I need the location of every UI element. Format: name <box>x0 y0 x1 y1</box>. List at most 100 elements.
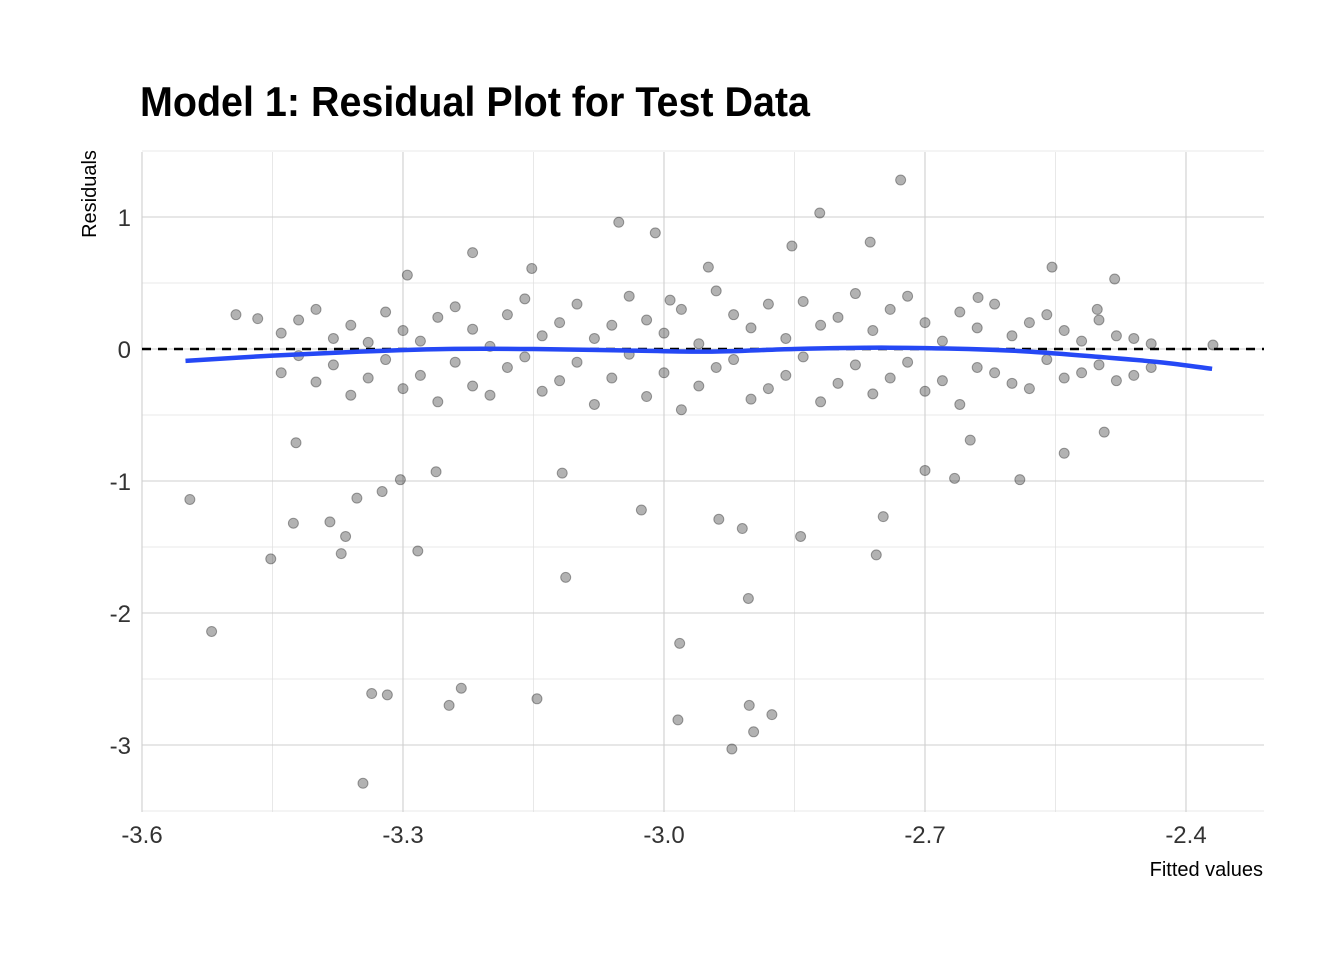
data-point <box>606 319 618 331</box>
data-point <box>430 466 442 478</box>
data-point <box>795 530 807 542</box>
data-point <box>884 303 896 315</box>
data-point <box>1076 335 1088 347</box>
data-point <box>919 317 931 329</box>
data-point <box>613 216 625 228</box>
data-point <box>324 516 336 528</box>
data-point <box>919 385 931 397</box>
data-point <box>1058 325 1070 337</box>
data-point <box>736 523 748 535</box>
data-point <box>519 351 531 363</box>
data-point <box>964 434 976 446</box>
data-point <box>902 356 914 368</box>
x-tick-label: -2.4 <box>1165 822 1206 849</box>
data-point <box>1145 338 1157 350</box>
data-point <box>449 356 461 368</box>
data-point <box>972 292 984 304</box>
data-point <box>184 493 196 505</box>
data-point <box>1006 377 1018 389</box>
data-point <box>394 474 406 486</box>
data-point <box>766 709 778 721</box>
y-tick-label: -1 <box>110 469 131 496</box>
data-point <box>745 322 757 334</box>
data-point <box>401 269 413 281</box>
data-point <box>849 359 861 371</box>
data-point <box>1145 361 1157 373</box>
data-point <box>380 306 392 318</box>
data-point <box>710 361 722 373</box>
data-point <box>397 383 409 395</box>
data-point <box>414 335 426 347</box>
data-point <box>230 309 242 321</box>
data-point <box>310 376 322 388</box>
scatter-points <box>184 174 1219 789</box>
data-point <box>641 314 653 326</box>
data-point <box>864 236 876 248</box>
data-point <box>484 389 496 401</box>
data-point <box>1091 303 1103 315</box>
data-point <box>728 354 740 366</box>
data-point <box>467 323 479 335</box>
smooth-trend-line <box>185 345 1213 372</box>
data-point <box>728 309 740 321</box>
data-point <box>554 317 566 329</box>
data-point <box>340 530 352 542</box>
data-point <box>710 285 722 297</box>
data-point <box>649 227 661 239</box>
data-point <box>531 693 543 705</box>
data-point <box>870 549 882 561</box>
data-point <box>989 298 1001 310</box>
data-point <box>658 327 670 339</box>
data-point <box>786 240 798 252</box>
data-point <box>345 319 357 331</box>
data-point <box>902 290 914 302</box>
data-point <box>536 330 548 342</box>
data-point <box>1006 330 1018 342</box>
data-point <box>536 385 548 397</box>
data-point <box>501 361 513 373</box>
data-point <box>743 699 755 711</box>
y-tick-label: 0 <box>118 337 131 364</box>
y-axis-ticks: 1 0 -1 -2 -3 <box>110 205 131 760</box>
x-axis-ticks: -3.6 -3.3 -3.0 -2.7 -2.4 <box>121 822 1206 849</box>
data-point <box>265 553 277 565</box>
data-point <box>327 359 339 371</box>
data-point <box>362 372 374 384</box>
data-point <box>919 464 931 476</box>
data-point <box>936 375 948 387</box>
data-point <box>345 389 357 401</box>
data-point <box>814 207 826 219</box>
data-point <box>748 726 760 738</box>
data-point <box>357 777 369 789</box>
x-tick-label: -3.6 <box>121 822 162 849</box>
data-point <box>432 396 444 408</box>
data-point <box>780 332 792 344</box>
data-point <box>287 517 299 529</box>
data-point <box>351 492 363 504</box>
data-point <box>380 354 392 366</box>
data-point <box>702 261 714 273</box>
data-point <box>797 295 809 307</box>
x-tick-label: -2.7 <box>904 822 945 849</box>
data-point <box>675 404 687 416</box>
data-point <box>1076 367 1088 379</box>
data-point <box>1046 261 1058 273</box>
data-point <box>674 637 686 649</box>
data-point <box>867 325 879 337</box>
data-point <box>780 369 792 381</box>
data-point <box>884 372 896 384</box>
data-point <box>1093 314 1105 326</box>
data-point <box>362 336 374 348</box>
data-point <box>877 511 889 523</box>
data-point <box>449 301 461 313</box>
data-point <box>571 298 583 310</box>
data-point <box>397 325 409 337</box>
data-point <box>588 332 600 344</box>
data-point <box>623 290 635 302</box>
data-point <box>519 293 531 305</box>
data-point <box>290 437 302 449</box>
data-point <box>745 393 757 405</box>
data-point <box>762 298 774 310</box>
data-point <box>588 398 600 410</box>
